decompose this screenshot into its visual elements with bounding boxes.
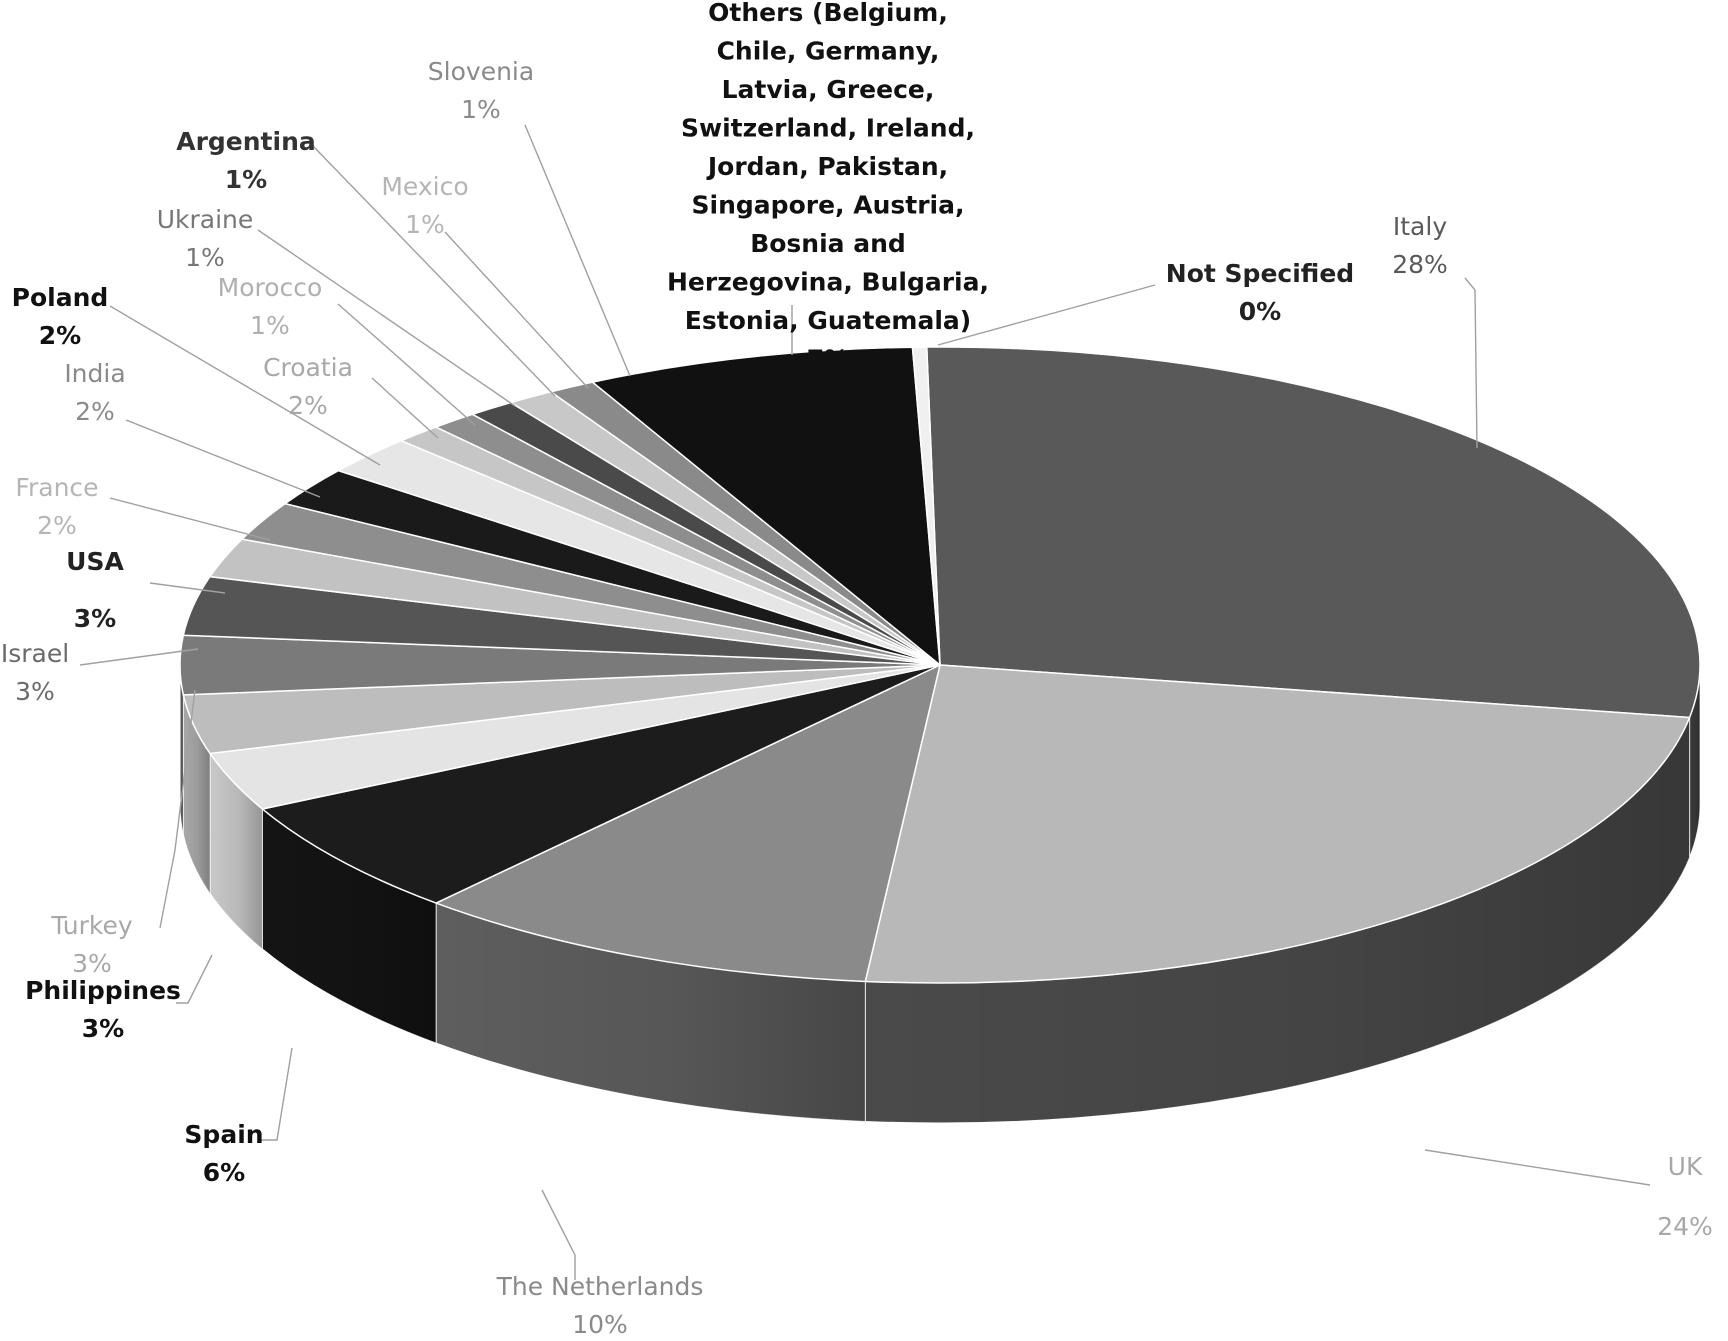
slice-percent-uk: 24% [1657, 1212, 1713, 1241]
slice-percent-israel: 3% [15, 677, 55, 706]
slice-label-croatia: Croatia [263, 353, 353, 382]
slice-percent-others: 7% [807, 345, 849, 374]
leader-line-ukraine [257, 229, 516, 407]
slice-percent-france: 2% [37, 511, 77, 540]
slice-label-turkey: Turkey [50, 911, 133, 940]
slice-label-argentina: Argentina [176, 127, 316, 156]
side-shade-the-netherlands [436, 903, 866, 1122]
slice-percent-slovenia: 1% [461, 95, 501, 124]
slice-not-specified [911, 346, 941, 666]
slice-percent-italy: 28% [1392, 250, 1448, 279]
leader-line-uk [1424, 1149, 1651, 1186]
slice-percent-argentina: 1% [225, 165, 267, 194]
slice-label-not-specified: Not Specified [1166, 259, 1354, 288]
slice-percent-usa: 3% [74, 604, 116, 633]
slice-percent-turkey: 3% [72, 949, 112, 978]
slice-label-ukraine: Ukraine [157, 205, 254, 234]
leader-line-mexico [444, 231, 589, 389]
leader-lines [79, 124, 1651, 1280]
slice-percent-morocco: 1% [250, 311, 290, 340]
leader-line-philippines [176, 954, 213, 1004]
slice-the-netherlands [435, 664, 941, 983]
slice-label-morocco: Morocco [218, 273, 323, 302]
slice-percent-poland: 2% [39, 321, 81, 350]
leader-line-spain [260, 1047, 293, 1141]
slice-label-slovenia: Slovenia [428, 57, 534, 86]
slice-spain [261, 664, 941, 904]
slice-label-philippines: Philippines [25, 976, 181, 1005]
side-shade-italy [1689, 665, 1700, 858]
leader-line-slovenia [524, 124, 631, 377]
slice-percent-croatia: 2% [288, 391, 328, 420]
leader-line-italy [1464, 277, 1478, 449]
slice-label-usa: USA [66, 547, 124, 576]
slice-percent-spain: 6% [203, 1158, 245, 1187]
leader-line-croatia [371, 377, 439, 439]
slice-label-the-netherlands: The Netherlands [496, 1272, 704, 1301]
slice-percent-philippines: 3% [82, 1014, 124, 1043]
slice-label-poland: Poland [12, 283, 109, 312]
leader-line-france [109, 497, 271, 541]
side-shade-uk [865, 717, 1690, 1123]
slice-percent-ukraine: 1% [185, 243, 225, 272]
slice-percent-the-netherlands: 10% [572, 1310, 628, 1339]
leader-line-argentina [311, 144, 556, 397]
side-shade-philippines [210, 753, 263, 950]
leader-line-morocco [337, 303, 476, 426]
slice-label-france: France [15, 473, 98, 502]
slice-percent-not-specified: 0% [1239, 297, 1281, 326]
slice-percent-mexico: 1% [405, 210, 445, 239]
leader-line-poland [109, 305, 381, 466]
slice-italy [925, 346, 1701, 719]
leader-line-turkey [159, 689, 196, 929]
pie-sides [179, 664, 1701, 1124]
leader-line-india [125, 419, 321, 498]
slice-label-spain: Spain [184, 1120, 263, 1149]
slice-label-israel: Israel [1, 639, 69, 668]
pie-slices [179, 346, 1701, 984]
leader-line-the-netherlands [541, 1189, 576, 1280]
slice-label-india: India [64, 359, 125, 388]
slice-percent-india: 2% [75, 397, 115, 426]
slice-label-italy: Italy [1393, 212, 1447, 241]
slice-uk [864, 664, 1691, 984]
leader-line-not-specified [937, 284, 1156, 346]
leader-line-israel [79, 648, 199, 666]
slice-label-mexico: Mexico [381, 172, 468, 201]
side-shade-spain [262, 809, 437, 1044]
slice-label-others: Others (Belgium, Chile, Germany, Latvia, G… [667, 0, 989, 335]
slice-others [591, 346, 941, 666]
slice-label-uk: UK [1668, 1152, 1703, 1181]
leader-line-usa [149, 582, 226, 594]
